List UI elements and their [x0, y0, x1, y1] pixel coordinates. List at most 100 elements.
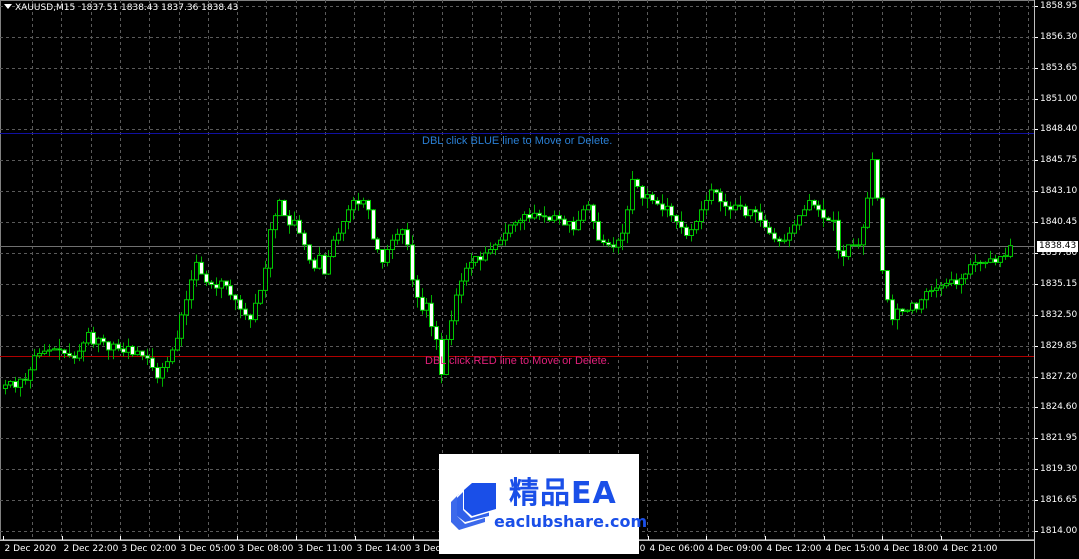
bear-candle: [738, 204, 743, 207]
bear-candle: [101, 337, 106, 343]
bull-candle: [513, 222, 518, 226]
bear-candle: [537, 212, 542, 217]
time-label: 4 Dec 21:00: [942, 544, 998, 554]
bull-candle: [126, 345, 131, 353]
bear-candle: [611, 244, 616, 248]
bull-candle: [988, 258, 993, 263]
bull-candle: [189, 279, 194, 301]
bull-candle: [616, 239, 621, 248]
bull-candle: [18, 378, 23, 388]
price-label: 1824.60: [1040, 401, 1078, 412]
bear-candle: [763, 219, 768, 228]
bull-candle: [194, 261, 199, 281]
price-label: 1840.45: [1040, 216, 1078, 227]
bull-candle: [498, 239, 503, 246]
bull-candle: [567, 220, 572, 226]
bull-candle: [170, 349, 175, 363]
bull-candle: [488, 249, 493, 254]
bear-candle: [669, 205, 674, 217]
bear-candle: [821, 209, 826, 219]
bull-candle: [665, 205, 670, 211]
bull-candle: [944, 282, 949, 287]
bull-candle: [586, 204, 591, 211]
bear-candle: [429, 302, 434, 328]
bear-candle: [812, 199, 817, 206]
time-label: 4 Dec 06:00: [649, 544, 705, 554]
bull-candle: [1003, 254, 1008, 258]
bull-candle: [1008, 245, 1013, 257]
bull-candle: [949, 279, 954, 284]
bull-candle: [86, 331, 91, 344]
bull-candle: [459, 280, 464, 296]
bear-candle: [890, 299, 895, 321]
bear-candle: [718, 191, 723, 203]
bear-candle: [900, 308, 905, 312]
bull-candle: [424, 302, 429, 311]
bull-candle: [581, 209, 586, 221]
bull-candle: [219, 280, 224, 289]
bear-candle: [410, 244, 415, 281]
bear-candle: [914, 302, 919, 310]
bull-candle: [346, 209, 351, 222]
bear-candle: [233, 294, 238, 301]
bull-candle: [694, 220, 699, 231]
bull-candle: [630, 178, 635, 211]
bull-candle: [469, 261, 474, 269]
bear-candle: [880, 197, 885, 272]
watermark-site: eaclubshare.com: [494, 512, 648, 531]
bull-candle: [934, 287, 939, 291]
price-label: 1832.50: [1040, 309, 1078, 320]
bull-candle: [733, 204, 738, 211]
bull-candle: [336, 232, 341, 241]
bull-candle: [273, 215, 278, 231]
bear-candle: [297, 219, 302, 234]
stacked-books-icon: [451, 482, 497, 530]
bull-candle: [689, 229, 694, 237]
bull-candle: [317, 254, 322, 269]
bear-candle: [106, 341, 111, 351]
bull-candle: [385, 249, 390, 263]
price-label: 1856.30: [1040, 31, 1078, 42]
bear-candle: [601, 239, 606, 244]
bear-candle: [640, 185, 645, 199]
bull-candle: [28, 369, 33, 381]
bear-candle: [224, 280, 229, 287]
time-label: 4 Dec 15:00: [825, 544, 881, 554]
bull-candle: [135, 350, 140, 356]
bear-candle: [204, 273, 209, 283]
bear-candle: [767, 226, 772, 234]
bear-candle: [356, 199, 361, 205]
bear-candle: [72, 355, 77, 359]
price-label: 1843.10: [1040, 185, 1078, 196]
bear-candle: [67, 352, 72, 357]
bear-candle: [571, 220, 576, 231]
bull-candle: [8, 381, 13, 386]
bull-candle: [797, 215, 802, 226]
watermark-logo: 精品EA eaclubshare.com: [439, 454, 647, 554]
bull-candle: [160, 366, 165, 379]
bear-candle: [116, 343, 121, 350]
bear-candle: [420, 296, 425, 311]
time-label: 3 Dec 11:00: [297, 544, 353, 554]
dropdown-triangle-icon[interactable]: [4, 4, 12, 9]
price-label: 1816.65: [1040, 494, 1078, 505]
bear-candle: [62, 349, 67, 354]
bull-candle: [390, 239, 395, 251]
bear-candle: [527, 213, 532, 219]
bear-candle: [209, 281, 214, 286]
bull-candle: [787, 232, 792, 241]
bull-candle: [939, 285, 944, 289]
bear-candle: [743, 205, 748, 217]
bear-candle: [772, 232, 777, 240]
bear-candle: [91, 331, 96, 345]
price-label: 1853.65: [1040, 62, 1078, 73]
bear-candle: [238, 299, 243, 310]
bear-candle: [596, 220, 601, 241]
bull-candle: [625, 209, 630, 234]
price-label: 1814.00: [1040, 525, 1078, 536]
bull-candle: [861, 226, 866, 246]
bull-candle: [268, 229, 273, 269]
bear-candle: [841, 250, 846, 258]
bull-candle: [620, 232, 625, 241]
bull-candle: [998, 256, 1003, 263]
